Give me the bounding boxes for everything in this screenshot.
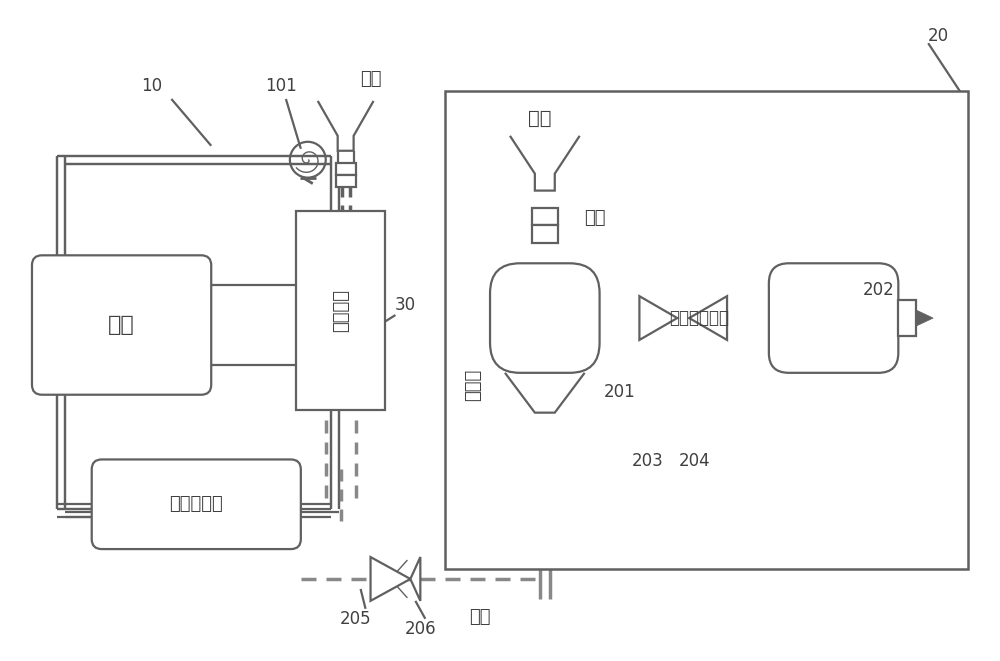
Text: 10: 10 [141,77,162,95]
Text: 20: 20 [928,27,949,45]
Bar [445,91,968,569]
Bar [336,175,356,186]
Text: 大气: 大气 [528,109,552,128]
Polygon shape [916,310,933,326]
Bar [296,210,385,410]
Text: 101: 101 [265,77,297,95]
Polygon shape [410,557,420,601]
Text: 202: 202 [863,281,894,299]
Text: 201: 201 [604,383,635,401]
Bar [532,225,558,243]
Text: 冷气: 冷气 [469,608,491,626]
Text: 30: 30 [395,296,416,314]
Bar [336,163,356,175]
FancyBboxPatch shape [490,263,600,373]
Text: 206: 206 [405,620,436,638]
Bar [898,300,916,336]
Text: 大气: 大气 [360,70,381,88]
Polygon shape [639,296,677,340]
FancyBboxPatch shape [769,263,898,373]
Text: 高压干燥气体: 高压干燥气体 [669,309,729,327]
Text: 热气: 热气 [584,210,605,227]
Text: 电机: 电机 [108,315,135,335]
Text: 电机控制器: 电机控制器 [169,495,223,514]
Text: 204: 204 [678,452,710,471]
Polygon shape [689,296,727,340]
Text: 涉流管: 涉流管 [464,369,482,401]
FancyBboxPatch shape [92,459,301,549]
Text: 205: 205 [340,610,371,628]
Text: 203: 203 [632,452,663,471]
Text: 热交据器: 热交据器 [332,289,350,332]
Bar [532,208,558,225]
FancyBboxPatch shape [32,255,211,395]
Polygon shape [371,557,410,601]
